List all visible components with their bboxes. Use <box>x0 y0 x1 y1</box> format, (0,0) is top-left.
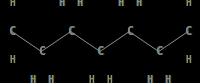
Text: H: H <box>48 75 54 83</box>
Text: H: H <box>107 75 113 83</box>
Text: C: C <box>38 45 45 58</box>
Text: H: H <box>59 0 65 8</box>
Text: H: H <box>10 55 16 65</box>
Text: H: H <box>186 55 192 65</box>
Text: H: H <box>59 0 65 8</box>
Text: C: C <box>126 25 133 38</box>
Text: C: C <box>8 25 16 38</box>
Text: H: H <box>47 75 53 83</box>
Text: C: C <box>68 25 75 38</box>
Text: H: H <box>136 0 142 8</box>
Text: C: C <box>185 25 192 38</box>
Text: H: H <box>185 55 191 65</box>
Text: H: H <box>77 0 83 8</box>
Text: H: H <box>135 0 141 8</box>
Text: C: C <box>96 45 104 58</box>
Text: H: H <box>147 75 153 83</box>
Text: H: H <box>9 55 15 65</box>
Text: H: H <box>88 75 94 83</box>
Text: H: H <box>77 0 83 8</box>
Text: H: H <box>106 75 112 83</box>
Text: C: C <box>156 45 163 58</box>
Text: H: H <box>117 0 123 8</box>
Text: H: H <box>147 75 153 83</box>
Text: C: C <box>9 25 16 38</box>
Text: H: H <box>185 0 191 8</box>
Text: H: H <box>118 0 124 8</box>
Text: H: H <box>186 0 192 8</box>
Text: H: H <box>10 0 16 8</box>
Text: C: C <box>127 25 134 38</box>
Text: H: H <box>165 75 171 83</box>
Text: H: H <box>30 75 36 83</box>
Text: H: H <box>9 0 15 8</box>
Text: C: C <box>67 25 74 38</box>
Text: H: H <box>29 75 35 83</box>
Text: C: C <box>155 45 162 58</box>
Text: C: C <box>184 25 192 38</box>
Text: C: C <box>97 45 104 58</box>
Text: H: H <box>165 75 171 83</box>
Text: H: H <box>89 75 95 83</box>
Text: C: C <box>39 45 46 58</box>
